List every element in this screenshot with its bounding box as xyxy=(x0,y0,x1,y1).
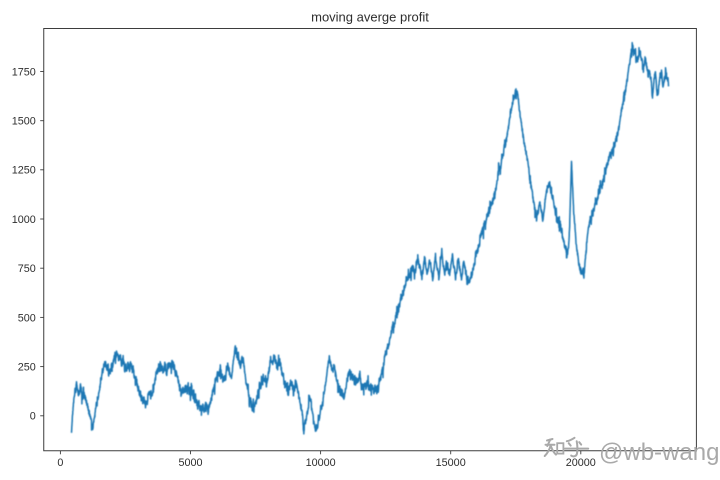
svg-text:5000: 5000 xyxy=(178,457,202,469)
svg-text:10000: 10000 xyxy=(306,457,336,469)
svg-text:1000: 1000 xyxy=(12,214,36,226)
svg-text:0: 0 xyxy=(57,457,63,469)
svg-text:1500: 1500 xyxy=(12,116,36,128)
svg-text:@wb-wang: @wb-wang xyxy=(599,439,719,466)
svg-text:20000: 20000 xyxy=(566,457,596,469)
svg-text:500: 500 xyxy=(18,312,36,324)
svg-text:750: 750 xyxy=(18,263,36,275)
svg-text:250: 250 xyxy=(18,362,36,374)
svg-text:1750: 1750 xyxy=(12,66,36,78)
svg-text:15000: 15000 xyxy=(436,457,466,469)
svg-text:moving averge profit: moving averge profit xyxy=(311,10,429,25)
svg-text:1250: 1250 xyxy=(12,165,36,177)
svg-text:0: 0 xyxy=(30,411,36,423)
